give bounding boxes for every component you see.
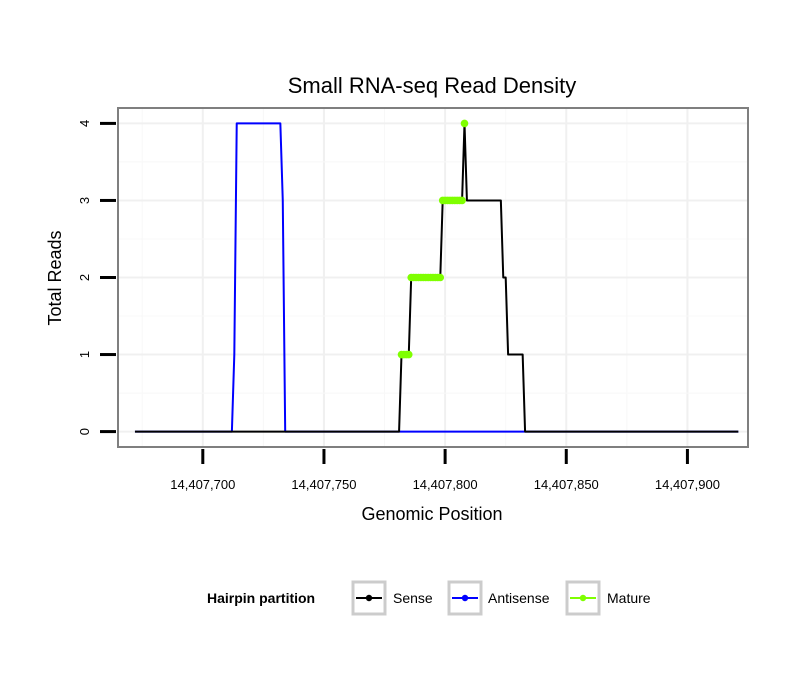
mature-point [458,196,466,205]
legend-label-sense: Sense [393,590,433,606]
x-tick-label: 14,407,700 [170,477,235,492]
legend-title: Hairpin partition [207,590,315,606]
x-axis-title: Genomic Position [361,504,502,524]
mature-point [460,119,469,128]
y-tick-label: 0 [77,428,92,435]
legend-label-antisense: Antisense [488,590,550,606]
y-tick-label: 1 [77,351,92,358]
series-line-antisense [134,122,739,433]
legend: Hairpin partition Sense Antisense Mature [207,580,651,616]
legend-dot-sense [365,594,373,602]
legend-label-mature: Mature [607,590,651,606]
chart-title: Small RNA-seq Read Density [288,73,577,98]
y-axis-title: Total Reads [45,230,65,325]
x-tick-label: 14,407,800 [413,477,478,492]
y-tick-label: 4 [77,120,92,127]
mature-point [436,273,445,282]
plot-border [117,107,749,448]
x-tick-label: 14,407,900 [655,477,720,492]
y-tick-label: 3 [77,197,92,204]
legend-dot-mature [579,594,587,602]
mature-point [404,350,413,359]
x-tick-label: 14,407,850 [534,477,599,492]
legend-item-sense: Sense [351,580,433,616]
legend-item-antisense: Antisense [447,580,550,616]
y-tick-label: 2 [77,274,92,281]
x-tick-label: 14,407,750 [291,477,356,492]
y-axis-ticks: 0 1 2 3 4 [77,120,116,435]
series-layer [134,119,739,433]
legend-item-mature: Mature [565,580,651,616]
x-axis-ticks: 14,407,700 14,407,750 14,407,800 14,407,850… [170,449,720,492]
legend-dot-antisense [461,594,469,602]
